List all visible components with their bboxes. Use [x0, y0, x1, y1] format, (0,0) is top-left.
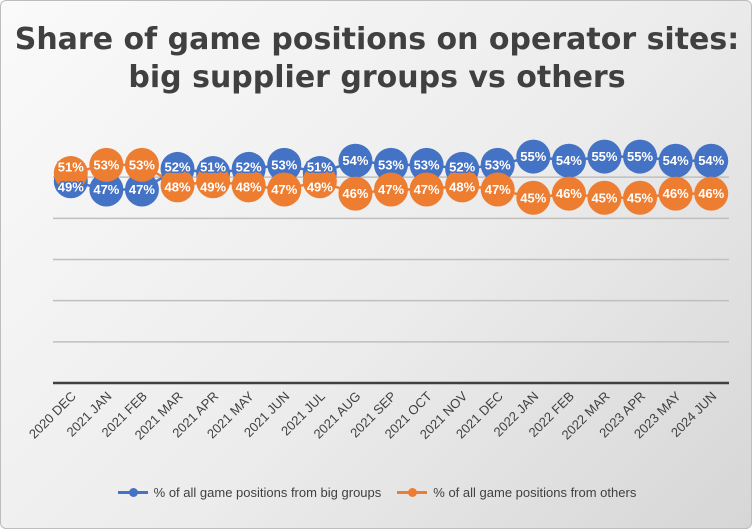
data-label: 47% — [414, 182, 440, 197]
data-label: 46% — [342, 186, 368, 201]
data-label: 54% — [556, 153, 582, 168]
data-point — [409, 172, 444, 207]
data-point — [587, 139, 622, 174]
data-label: 47% — [378, 182, 404, 197]
data-point — [89, 147, 124, 182]
data-label: 54% — [663, 153, 689, 168]
data-point — [374, 147, 408, 182]
chart-title: Share of game positions on operator site… — [14, 22, 740, 95]
data-label: 45% — [520, 190, 546, 205]
data-label: 45% — [627, 190, 653, 205]
data-point — [587, 180, 622, 215]
data-label: 51% — [307, 160, 333, 175]
data-point — [124, 172, 159, 207]
data-label: 53% — [93, 157, 119, 172]
data-point — [516, 139, 551, 174]
data-point — [445, 168, 480, 203]
data-label: 55% — [627, 149, 653, 164]
legend-marker — [397, 487, 428, 497]
data-point — [160, 168, 195, 203]
legend-label: % of all game positions from others — [433, 485, 637, 500]
data-label: 53% — [414, 157, 440, 172]
data-point — [658, 176, 693, 211]
data-label: 49% — [58, 180, 84, 195]
data-point — [409, 147, 444, 182]
data-point — [231, 168, 266, 203]
data-label: 46% — [663, 186, 689, 201]
data-point — [338, 143, 373, 178]
data-label: 51% — [200, 160, 226, 175]
data-label: 53% — [271, 157, 297, 172]
data-label: 53% — [378, 157, 404, 172]
legend-item-others: % of all game positions from others — [397, 485, 636, 500]
data-label: 55% — [591, 149, 617, 164]
data-point — [124, 147, 159, 182]
data-label: 48% — [236, 180, 262, 195]
data-point — [694, 176, 729, 211]
data-point — [89, 172, 124, 207]
data-point — [267, 147, 302, 182]
data-point — [623, 180, 658, 215]
data-label: 53% — [485, 157, 511, 172]
data-point — [551, 143, 586, 178]
data-point — [658, 143, 693, 178]
data-label: 52% — [449, 160, 475, 175]
data-point — [623, 139, 658, 174]
data-label: 53% — [129, 157, 155, 172]
data-point — [53, 156, 88, 191]
data-point — [302, 164, 337, 199]
legend-label: % of all game positions from big groups — [153, 485, 382, 500]
data-label: 47% — [271, 182, 297, 197]
data-label: 54% — [698, 153, 724, 168]
data-label: 48% — [449, 180, 475, 195]
data-point — [480, 147, 515, 182]
data-point — [694, 143, 729, 178]
legend: % of all game positions from big groups … — [1, 485, 751, 500]
data-point — [516, 180, 551, 215]
data-label: 46% — [556, 186, 582, 201]
data-point — [480, 172, 515, 207]
data-point — [551, 176, 586, 211]
data-point — [338, 176, 373, 211]
data-label: 47% — [485, 182, 511, 197]
data-label: 48% — [165, 180, 191, 195]
data-label: 45% — [591, 190, 617, 205]
data-label: 55% — [520, 149, 546, 164]
data-label: 47% — [129, 182, 155, 197]
legend-item-big-groups: % of all game positions from big groups — [117, 485, 382, 500]
data-point — [196, 164, 231, 199]
data-label: 52% — [236, 160, 262, 175]
legend-marker — [117, 487, 148, 497]
data-label: 49% — [307, 180, 333, 195]
data-point — [374, 172, 408, 207]
data-point — [267, 172, 302, 207]
data-label: 46% — [698, 186, 724, 201]
data-label: 47% — [93, 182, 119, 197]
data-label: 52% — [165, 160, 191, 175]
data-label: 49% — [200, 180, 226, 195]
data-label: 54% — [342, 153, 368, 168]
data-label: 51% — [58, 160, 84, 175]
